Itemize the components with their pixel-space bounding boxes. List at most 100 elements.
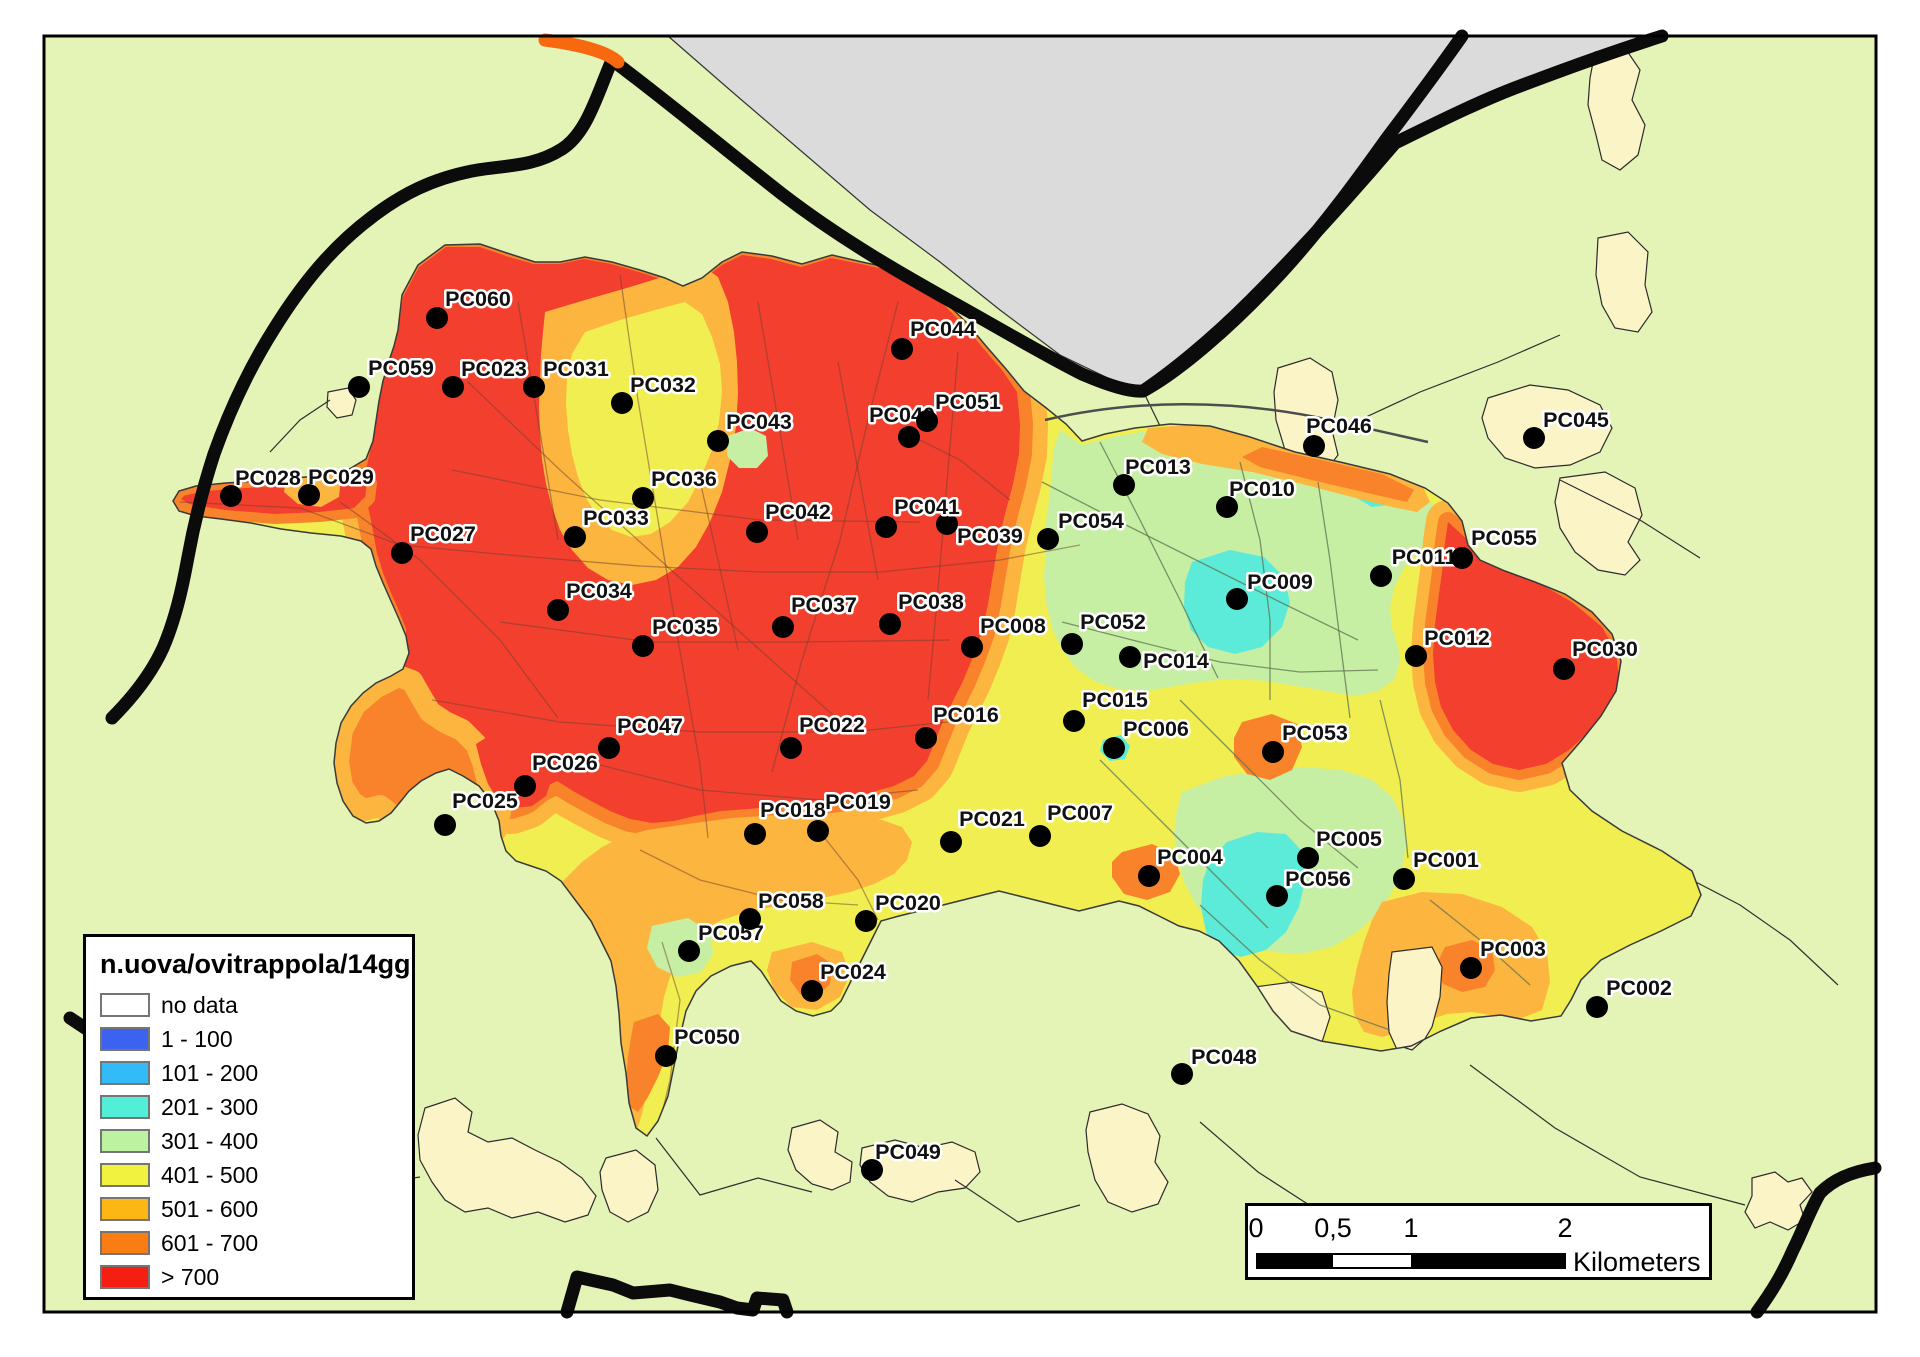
- station-label: PC027: [410, 522, 476, 546]
- station-dot: [1393, 868, 1415, 890]
- station-dot: [632, 487, 654, 509]
- station-label: PC007: [1047, 801, 1113, 825]
- station-dot: [916, 410, 938, 432]
- station-label: PC001: [1413, 848, 1479, 872]
- station-dot: [707, 430, 729, 452]
- station-label: PC004: [1157, 845, 1223, 869]
- legend-title: n.uova/ovitrappola/14gg: [100, 949, 411, 979]
- legend-label: no data: [161, 991, 238, 1018]
- station-label: PC050: [674, 1025, 740, 1049]
- legend-item: > 700: [100, 1260, 412, 1294]
- station-label: PC034: [566, 579, 632, 603]
- station-dot: [1138, 865, 1160, 887]
- station-dot: [801, 980, 823, 1002]
- station-dot: [875, 516, 897, 538]
- station-dot: [940, 831, 962, 853]
- station-label: PC002: [1606, 976, 1672, 1000]
- legend-swatch: [100, 1027, 150, 1051]
- legend-label: 1 - 100: [161, 1025, 233, 1052]
- legend-swatch: [100, 1095, 150, 1119]
- station-label: PC026: [532, 751, 598, 775]
- orange-road-segment: [538, 33, 625, 69]
- station-label: PC056: [1285, 867, 1351, 891]
- station-label: PC055: [1471, 526, 1537, 550]
- station-dot: [879, 613, 901, 635]
- station-dot: [442, 376, 464, 398]
- legend-swatch: [100, 1197, 150, 1221]
- scale-bar-tick: 0: [1248, 1213, 1264, 1243]
- legend-swatch: [100, 1129, 150, 1153]
- legend-swatch: [100, 993, 150, 1017]
- scale-bar-segment: [1411, 1253, 1566, 1269]
- station-dot: [1370, 565, 1392, 587]
- station-label: PC032: [630, 373, 696, 397]
- station-dot: [434, 814, 456, 836]
- legend-label: 301 - 400: [161, 1127, 259, 1154]
- station-dot: [891, 338, 913, 360]
- station-label: PC018: [760, 798, 826, 822]
- station-label: PC060: [445, 287, 511, 311]
- station-label: PC003: [1480, 937, 1546, 961]
- legend-swatch: [100, 1061, 150, 1085]
- station-dot: [1216, 496, 1238, 518]
- station-label: PC038: [898, 590, 964, 614]
- station-label: PC008: [980, 614, 1046, 638]
- station-dot: [564, 526, 586, 548]
- scale-bar-unit: Kilometers: [1573, 1247, 1701, 1277]
- legend-label: 501 - 600: [161, 1195, 259, 1222]
- river-lines: [63, 29, 1882, 1319]
- station-label: PC030: [1572, 637, 1638, 661]
- scale-bar-tick: 2: [1557, 1213, 1573, 1243]
- station-dot: [1586, 996, 1608, 1018]
- station-label: PC044: [910, 317, 976, 341]
- station-dot: [807, 820, 829, 842]
- station-label: PC011: [1392, 545, 1457, 569]
- station-dot: [746, 521, 768, 543]
- station-label: PC023: [461, 357, 527, 381]
- station-dot: [514, 775, 536, 797]
- station-label: PC037: [791, 593, 857, 617]
- stations-layer: PC001 PC002 PC003 PC004 PC005 PC006 PC007 PC008…: [220, 285, 1674, 1181]
- scale-bar-segment: [1256, 1253, 1333, 1269]
- station-dot: [1460, 957, 1482, 979]
- station-dot: [739, 908, 761, 930]
- legend-label: 401 - 500: [161, 1161, 259, 1188]
- station-dot: [547, 599, 569, 621]
- station-dot: [744, 823, 766, 845]
- station-label: PC005: [1316, 827, 1382, 851]
- station-dot: [772, 616, 794, 638]
- legend-label: 101 - 200: [161, 1059, 259, 1086]
- legend-item: no data: [100, 988, 412, 1022]
- station-label: PC058: [758, 889, 824, 913]
- station-dot: [1266, 885, 1288, 907]
- station-label: PC022: [799, 713, 865, 737]
- station-label: PC039: [957, 524, 1023, 548]
- station-label: PC029: [308, 465, 374, 489]
- station-dot: [611, 392, 633, 414]
- station-dot: [1226, 588, 1248, 610]
- study-area-boundary: [172, 243, 1702, 1138]
- station-label: PC041: [894, 495, 960, 519]
- station-label: PC019: [825, 790, 891, 814]
- station-label: PC048: [1191, 1045, 1257, 1069]
- station-dot: [1405, 645, 1427, 667]
- station-label: PC010: [1229, 477, 1295, 501]
- station-dot: [1063, 710, 1085, 732]
- station-dot: [678, 940, 700, 962]
- legend-swatch: [100, 1231, 150, 1255]
- station-label: PC024: [820, 960, 886, 984]
- map-frame-border: [42, 34, 1878, 1314]
- station-dot: [936, 513, 958, 535]
- legend-item: 201 - 300: [100, 1090, 412, 1124]
- station-dot: [861, 1159, 883, 1181]
- station-label: PC047: [617, 714, 683, 738]
- station-dot: [523, 376, 545, 398]
- station-dot: [632, 635, 654, 657]
- station-label: PC028: [235, 466, 301, 490]
- station-dot: [1119, 646, 1141, 668]
- station-label: PC036: [651, 467, 717, 491]
- station-label: PC006: [1123, 717, 1189, 741]
- legend-item: 301 - 400: [100, 1124, 412, 1158]
- scale-bar: 0 0,5 1 2 Kilometers: [1245, 1203, 1712, 1280]
